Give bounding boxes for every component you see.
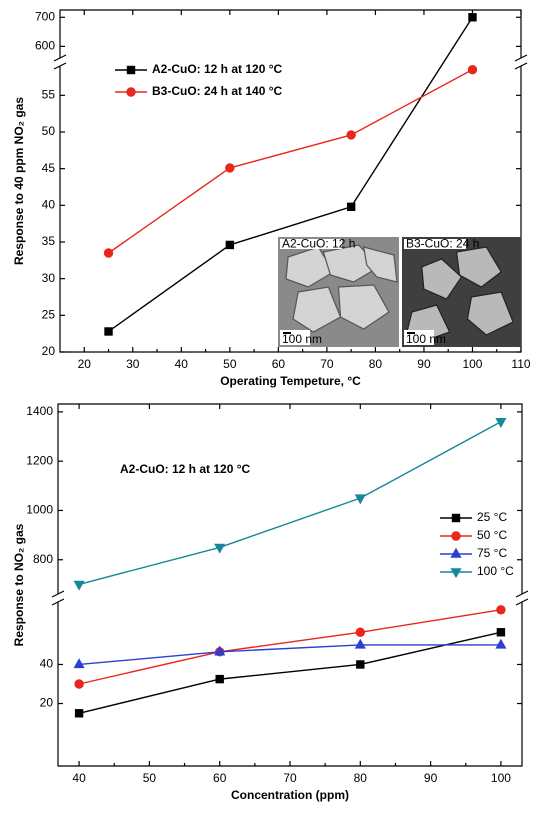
- inset-label: B3-CuO: 24 h: [406, 237, 479, 251]
- x-tick-label: 60: [272, 357, 286, 371]
- marker: [216, 675, 223, 682]
- legend-label: 100 °C: [477, 564, 514, 578]
- legend-label: 25 °C: [477, 510, 507, 524]
- x-tick-label: 90: [417, 357, 431, 371]
- marker: [356, 640, 365, 648]
- marker: [75, 680, 83, 688]
- inset-label: A2-CuO: 12 h: [282, 237, 355, 251]
- figure: 20 30 40 50 60 70 80 90 100 110 20 25 30 35 40 45 50 55 60…: [0, 0, 539, 808]
- series-line: [79, 645, 501, 665]
- marker: [356, 628, 364, 636]
- marker: [497, 629, 504, 636]
- x-tick-label: 50: [223, 357, 237, 371]
- marker: [105, 328, 112, 335]
- x-tick-label: 40: [175, 357, 189, 371]
- legend-marker: [127, 88, 135, 96]
- x-tick-label: 50: [143, 771, 157, 785]
- x-axis-label: Concentration (ppm): [231, 788, 349, 802]
- x-tick-label: 100: [462, 357, 482, 371]
- marker: [74, 581, 83, 589]
- marker: [496, 640, 505, 648]
- y-tick-label: 30: [42, 271, 56, 285]
- y-tick-label: 20: [42, 344, 56, 358]
- scale-label: 100 nm: [282, 332, 322, 346]
- y-tick-label: 600: [35, 39, 55, 53]
- marker: [468, 65, 476, 73]
- axis-frame: [58, 404, 522, 766]
- x-tick-label: 60: [213, 771, 227, 785]
- legend-marker: [127, 66, 134, 73]
- x-tick-label: 90: [424, 771, 438, 785]
- marker: [75, 710, 82, 717]
- marker: [469, 14, 476, 21]
- y-tick-label: 700: [35, 9, 55, 23]
- y-tick-label: 1400: [26, 404, 53, 418]
- legend-label: 75 °C: [477, 546, 507, 560]
- x-tick-label: 110: [511, 357, 530, 371]
- legend-marker: [451, 569, 460, 577]
- y-tick-label: 25: [42, 308, 56, 322]
- y-tick-label: 45: [42, 161, 56, 175]
- legend-label: 50 °C: [477, 528, 507, 542]
- marker: [226, 241, 233, 248]
- x-tick-label: 80: [354, 771, 368, 785]
- legend-marker: [452, 532, 460, 540]
- y-tick-label: 40: [40, 657, 54, 671]
- marker: [104, 249, 112, 257]
- y-axis-label: Response to NO₂ gas: [12, 523, 26, 646]
- x-tick-label: 70: [320, 357, 334, 371]
- y-axis-label: Response to 40 ppm NO₂ gas: [12, 97, 26, 265]
- marker: [497, 606, 505, 614]
- y-tick-label: 50: [42, 124, 56, 138]
- series-line: [79, 422, 501, 585]
- y-tick-label: 55: [42, 88, 56, 102]
- legend-marker: [452, 514, 459, 521]
- y-tick-label: 20: [40, 696, 54, 710]
- x-tick-label: 20: [78, 357, 92, 371]
- legend-label: A2-CuO: 12 h at 120 °C: [152, 62, 283, 76]
- x-tick-label: 100: [491, 771, 511, 785]
- y-tick-label: 1200: [26, 453, 53, 467]
- x-tick-label: 40: [72, 771, 86, 785]
- marker: [357, 661, 364, 668]
- y-tick-label: 35: [42, 234, 56, 248]
- marker: [347, 131, 355, 139]
- marker: [74, 659, 83, 667]
- marker: [347, 203, 354, 210]
- legend-label: B3-CuO: 24 h at 140 °C: [152, 84, 283, 98]
- y-tick-label: 40: [42, 198, 56, 212]
- y-tick-label: 800: [33, 552, 53, 566]
- y-tick-label: 1000: [26, 503, 53, 517]
- annotation: A2-CuO: 12 h at 120 °C: [120, 462, 251, 476]
- x-tick-label: 30: [126, 357, 140, 371]
- scale-label: 100 nm: [406, 332, 446, 346]
- x-tick-label: 80: [369, 357, 383, 371]
- legend-marker: [451, 549, 460, 557]
- x-tick-label: 70: [283, 771, 297, 785]
- marker: [226, 164, 234, 172]
- x-axis-label: Operating Tempeture, °C: [220, 374, 361, 388]
